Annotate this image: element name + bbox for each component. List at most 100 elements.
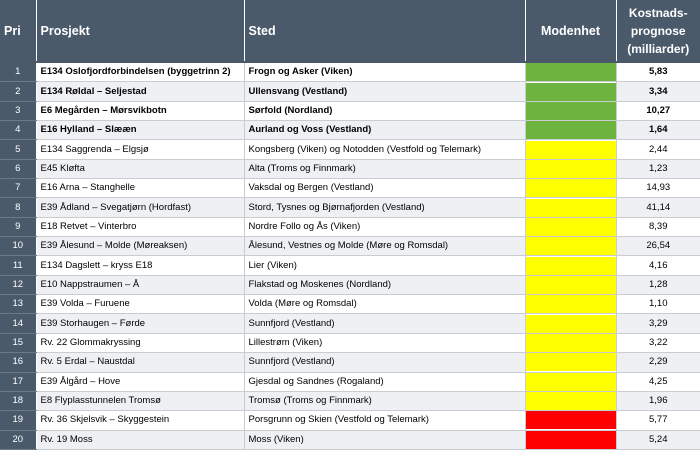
cell-pri: 6 (0, 159, 37, 180)
header-row: Pri Prosjekt Sted Modenhet Kostnads- pro… (0, 0, 700, 62)
table-row: 1 E134 Oslofjordforbindelsen (byggetrinn … (0, 61, 700, 83)
cell-sted: Frogn og Asker (Viken) (244, 61, 526, 83)
cell-prosjekt: E16 Arna – Stanghelle (36, 178, 245, 199)
cell-sted: Sunnfjord (Vestland) (244, 352, 526, 373)
cell-kostnad: 10,27 (616, 101, 700, 122)
cell-pri: 14 (0, 313, 37, 334)
header-kostnad-line2: prognose (630, 23, 686, 38)
cell-modenhet (525, 217, 617, 238)
cell-prosjekt: E134 Røldal – Seljestad (36, 81, 245, 102)
cell-kostnad: 3,22 (616, 333, 700, 354)
cell-kostnad: 2,29 (616, 352, 700, 373)
header-modenhet: Modenhet (525, 0, 617, 62)
maturity-swatch (525, 353, 615, 371)
cell-pri: 4 (0, 120, 37, 141)
cell-kostnad: 5,83 (616, 61, 700, 83)
cell-pri: 12 (0, 275, 37, 296)
cell-kostnad: 4,25 (616, 372, 700, 392)
table-row: 5 E134 Saggrenda – Elgsjø Kongsberg (Viken… (0, 139, 700, 160)
cell-sted: Stord, Tysnes og Bjørnafjorden (Vestland… (244, 197, 526, 218)
cell-sted: Aurland og Voss (Vestland) (244, 120, 526, 141)
table-row: 11 E134 Dagslett – kryss E18 Lier (Viken) 4… (0, 255, 700, 276)
cell-prosjekt: Rv. 5 Erdal – Naustdal (36, 352, 245, 373)
cell-sted: Flakstad og Moskenes (Nordland) (244, 275, 526, 296)
cell-pri: 16 (0, 352, 37, 373)
cell-pri: 15 (0, 333, 37, 354)
cell-prosjekt: E16 Hylland – Slææn (36, 120, 245, 141)
maturity-swatch (525, 256, 615, 275)
maturity-swatch (525, 217, 615, 236)
header-kostnad-line1: Kostnads- (628, 5, 688, 20)
maturity-swatch (525, 101, 615, 120)
cell-pri: 1 (0, 61, 37, 83)
cell-kostnad: 3,34 (616, 81, 700, 102)
table-row: 7 E16 Arna – Stanghelle Vaksdal og Bergen … (0, 178, 700, 199)
maturity-swatch (525, 237, 615, 255)
cell-modenhet (525, 410, 617, 431)
cell-modenhet (525, 391, 617, 412)
header-kostnad: Kostnads- prognose (milliarder) (616, 0, 700, 62)
cell-sted: Vaksdal og Bergen (Vestland) (244, 178, 526, 199)
header-pri: Pri (0, 0, 37, 62)
cell-prosjekt: E6 Megården – Mørsvikbotn (36, 101, 245, 122)
cell-sted: Gjesdal og Sandnes (Rogaland) (244, 372, 526, 392)
table-row: 16 Rv. 5 Erdal – Naustdal Sunnfjord (Vestl… (0, 352, 700, 373)
cell-modenhet (525, 333, 617, 354)
table-row: 10 E39 Ålesund – Molde (Møreaksen) Ålesund… (0, 236, 700, 257)
cell-modenhet (525, 101, 617, 122)
cell-kostnad: 26,54 (616, 236, 700, 257)
table-row: 18 E8 Flyplasstunnelen Tromsø Tromsø (Trom… (0, 391, 700, 412)
cell-prosjekt: E10 Nappstraumen – Å (36, 275, 245, 296)
cell-modenhet (525, 197, 617, 218)
cell-pri: 7 (0, 178, 37, 199)
cell-modenhet (525, 236, 617, 257)
cell-pri: 11 (0, 255, 37, 276)
cell-kostnad: 1,28 (616, 275, 700, 296)
maturity-swatch (525, 411, 615, 430)
cell-pri: 2 (0, 81, 37, 102)
cell-sted: Sunnfjord (Vestland) (244, 313, 526, 334)
table-row: 15 Rv. 22 Glommakryssing Lillestrøm (Viken… (0, 333, 700, 354)
cell-modenhet (525, 294, 617, 315)
cell-prosjekt: E8 Flyplasstunnelen Tromsø (36, 391, 245, 412)
cell-pri: 19 (0, 410, 37, 431)
header-prosjekt: Prosjekt (36, 0, 245, 62)
cell-sted: Tromsø (Troms og Finnmark) (244, 391, 526, 412)
table-row: 12 E10 Nappstraumen – Å Flakstad og Mosken… (0, 275, 700, 296)
cell-kostnad: 4,16 (616, 255, 700, 276)
table-row: 6 E45 Kløfta Alta (Troms og Finnmark) 1,23 (0, 159, 700, 180)
cell-modenhet (525, 313, 617, 334)
cell-kostnad: 1,10 (616, 294, 700, 315)
cell-modenhet (525, 120, 617, 141)
cell-sted: Ullensvang (Vestland) (244, 81, 526, 102)
cell-prosjekt: E134 Oslofjordforbindelsen (byggetrinn 2… (36, 61, 245, 83)
table-row: 2 E134 Røldal – Seljestad Ullensvang (Vest… (0, 81, 700, 102)
cell-kostnad: 41,14 (616, 197, 700, 218)
cell-sted: Alta (Troms og Finnmark) (244, 159, 526, 180)
cell-prosjekt: E39 Ådland – Svegatjørn (Hordfast) (36, 197, 245, 218)
cell-prosjekt: E39 Ålesund – Molde (Møreaksen) (36, 236, 245, 257)
cell-sted: Volda (Møre og Romsdal) (244, 294, 526, 315)
table-body: 1 E134 Oslofjordforbindelsen (byggetrinn … (0, 61, 700, 450)
cell-sted: Lier (Viken) (244, 255, 526, 276)
cell-modenhet (525, 139, 617, 160)
cell-pri: 17 (0, 372, 37, 392)
cell-prosjekt: E134 Saggrenda – Elgsjø (36, 139, 245, 160)
cell-kostnad: 8,39 (616, 217, 700, 238)
header-kostnad-line3: (milliarder) (627, 41, 690, 56)
cell-sted: Sørfold (Nordland) (244, 101, 526, 122)
table-row: 14 E39 Storhaugen – Førde Sunnfjord (Vestl… (0, 313, 700, 334)
maturity-swatch (525, 275, 615, 294)
maturity-swatch (525, 314, 615, 333)
maturity-swatch (525, 140, 615, 159)
cell-modenhet (525, 275, 617, 296)
cell-kostnad: 1,64 (616, 120, 700, 141)
cell-modenhet (525, 61, 617, 83)
cell-kostnad: 2,44 (616, 139, 700, 160)
cell-modenhet (525, 159, 617, 180)
maturity-swatch (525, 82, 615, 101)
maturity-swatch (525, 121, 615, 139)
cell-prosjekt: E39 Ålgård – Hove (36, 372, 245, 392)
cell-pri: 18 (0, 391, 37, 412)
